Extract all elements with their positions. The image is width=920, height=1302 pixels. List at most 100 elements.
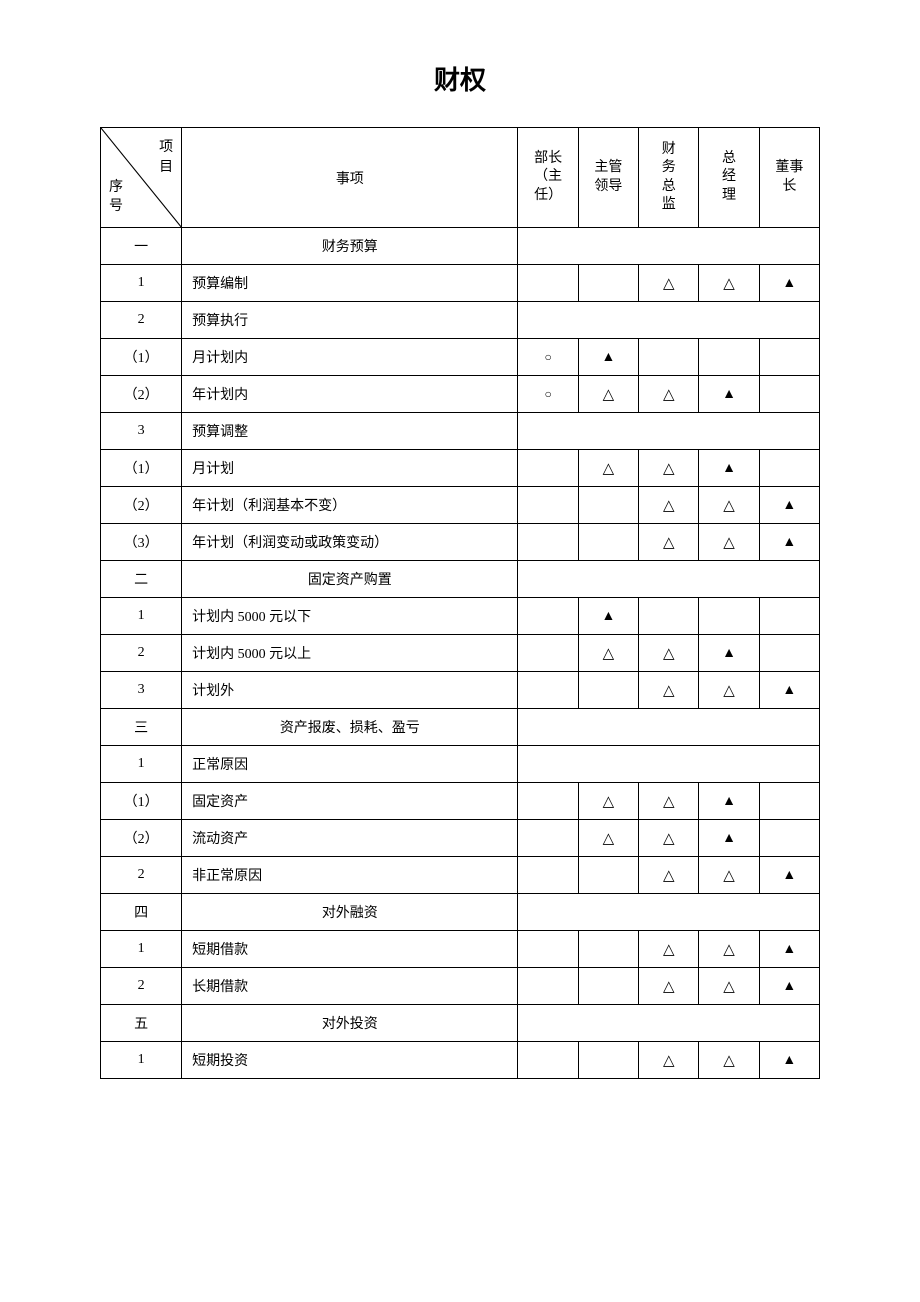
row-item: 月计划	[182, 450, 518, 487]
header-item: 事项	[182, 128, 518, 228]
symbol-cell	[518, 1042, 578, 1079]
symbol-cell	[578, 968, 638, 1005]
header-finance: 财务总监	[639, 128, 699, 228]
symbol-cell: △	[639, 857, 699, 894]
row-item: 固定资产	[182, 783, 518, 820]
table-row: （2）流动资产△△▲	[101, 820, 820, 857]
table-row: 1计划内 5000 元以下▲	[101, 598, 820, 635]
section-empty-span	[518, 228, 820, 265]
symbol-cell	[759, 339, 819, 376]
symbol-cell	[578, 265, 638, 302]
row-seq: 1	[101, 1042, 182, 1079]
row-seq: 2	[101, 968, 182, 1005]
row-seq: 3	[101, 413, 182, 450]
row-seq: 3	[101, 672, 182, 709]
row-seq: （2）	[101, 487, 182, 524]
symbol-cell	[639, 339, 699, 376]
row-item: 月计划内	[182, 339, 518, 376]
section-header-row: 二固定资产购置	[101, 561, 820, 598]
symbol-cell: ▲	[699, 820, 759, 857]
symbol-cell: △	[639, 783, 699, 820]
table-row: 3预算调整	[101, 413, 820, 450]
row-item: 长期借款	[182, 968, 518, 1005]
table-header-row: 项目 序号 事项 部长（主任） 主管领导 财务总监 总经理 董事长	[101, 128, 820, 228]
header-diagonal: 项目 序号	[101, 128, 182, 228]
symbol-cell: ▲	[699, 450, 759, 487]
symbol-cell	[578, 524, 638, 561]
row-empty-span	[518, 746, 820, 783]
row-seq: （1）	[101, 450, 182, 487]
symbol-cell	[518, 968, 578, 1005]
symbol-cell: △	[699, 524, 759, 561]
symbol-cell	[639, 598, 699, 635]
row-empty-span	[518, 413, 820, 450]
symbol-cell: ▲	[699, 783, 759, 820]
table-row: （1）月计划△△▲	[101, 450, 820, 487]
symbol-cell	[518, 487, 578, 524]
header-gm: 总经理	[699, 128, 759, 228]
diag-top-label: 项目	[159, 138, 173, 177]
symbol-cell: △	[578, 376, 638, 413]
symbol-cell: △	[639, 635, 699, 672]
diag-bottom-label: 序号	[109, 178, 123, 217]
section-header-row: 五对外投资	[101, 1005, 820, 1042]
header-supervisor: 主管领导	[578, 128, 638, 228]
symbol-cell	[518, 931, 578, 968]
header-dept: 部长（主任）	[518, 128, 578, 228]
symbol-cell: ▲	[759, 265, 819, 302]
symbol-cell: ▲	[759, 968, 819, 1005]
symbol-cell	[518, 672, 578, 709]
symbol-cell: △	[639, 931, 699, 968]
row-item: 计划内 5000 元以上	[182, 635, 518, 672]
symbol-cell: △	[699, 1042, 759, 1079]
symbol-cell: △	[639, 450, 699, 487]
symbol-cell	[759, 783, 819, 820]
table-row: （3）年计划（利润变动或政策变动）△△▲	[101, 524, 820, 561]
symbol-cell	[699, 598, 759, 635]
symbol-cell: △	[699, 265, 759, 302]
section-seq: 四	[101, 894, 182, 931]
symbol-cell: △	[639, 968, 699, 1005]
row-item: 预算调整	[182, 413, 518, 450]
table-row: （1）月计划内○▲	[101, 339, 820, 376]
symbol-cell	[518, 820, 578, 857]
row-item: 非正常原因	[182, 857, 518, 894]
section-seq: 五	[101, 1005, 182, 1042]
row-seq: 2	[101, 857, 182, 894]
symbol-cell	[699, 339, 759, 376]
symbol-cell: ▲	[699, 635, 759, 672]
section-empty-span	[518, 1005, 820, 1042]
authority-table: 项目 序号 事项 部长（主任） 主管领导 财务总监 总经理 董事长 一财务预算1…	[100, 127, 820, 1079]
symbol-cell: ▲	[759, 1042, 819, 1079]
section-seq: 二	[101, 561, 182, 598]
section-title: 对外投资	[182, 1005, 518, 1042]
symbol-cell: ▲	[759, 672, 819, 709]
table-row: 1预算编制△△▲	[101, 265, 820, 302]
symbol-cell: △	[639, 672, 699, 709]
symbol-cell: ▲	[759, 857, 819, 894]
row-item: 流动资产	[182, 820, 518, 857]
symbol-cell	[759, 376, 819, 413]
symbol-cell	[759, 635, 819, 672]
row-item: 年计划（利润基本不变）	[182, 487, 518, 524]
table-row: （1）固定资产△△▲	[101, 783, 820, 820]
row-seq: （2）	[101, 820, 182, 857]
symbol-cell	[518, 450, 578, 487]
symbol-cell	[518, 598, 578, 635]
symbol-cell: ▲	[578, 339, 638, 376]
row-seq: 1	[101, 598, 182, 635]
symbol-cell: △	[699, 672, 759, 709]
section-title: 对外融资	[182, 894, 518, 931]
symbol-cell: △	[639, 1042, 699, 1079]
row-seq: 1	[101, 746, 182, 783]
table-row: 2计划内 5000 元以上△△▲	[101, 635, 820, 672]
table-row: （2）年计划内○△△▲	[101, 376, 820, 413]
row-item: 预算编制	[182, 265, 518, 302]
section-title: 财务预算	[182, 228, 518, 265]
table-row: （2）年计划（利润基本不变）△△▲	[101, 487, 820, 524]
row-seq: （2）	[101, 376, 182, 413]
row-seq: 2	[101, 302, 182, 339]
symbol-cell: △	[639, 820, 699, 857]
symbol-cell	[759, 598, 819, 635]
table-row: 2非正常原因△△▲	[101, 857, 820, 894]
